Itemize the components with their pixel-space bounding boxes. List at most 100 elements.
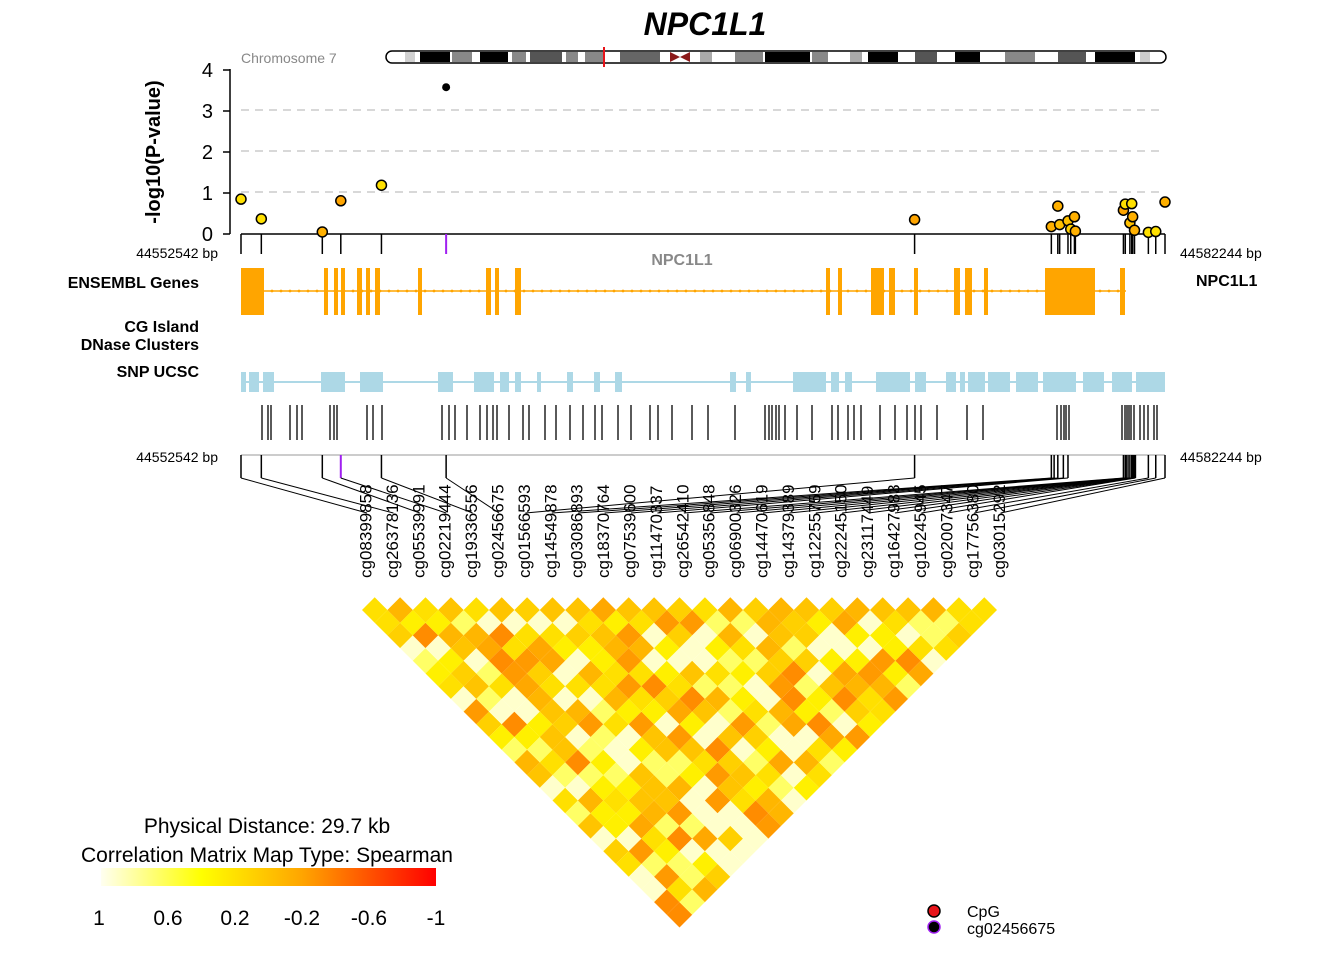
intron-marker xyxy=(405,289,409,293)
heatmap-cell xyxy=(489,724,515,750)
cpg-label: cg14379389 xyxy=(779,484,798,578)
heatmap-cell xyxy=(717,673,743,699)
heatmap-cell xyxy=(717,800,743,826)
heatmap-cell xyxy=(577,762,604,788)
data-point xyxy=(1159,196,1171,208)
exon xyxy=(826,268,830,315)
heatmap-cell xyxy=(768,673,794,699)
snp-position-ticks xyxy=(261,405,1158,440)
intron-marker xyxy=(531,289,535,293)
heatmap-cell xyxy=(552,686,578,712)
heatmap-cell xyxy=(819,673,845,699)
cpg-legend-marker xyxy=(927,904,941,918)
start-bp-label-2: 44552542 bp xyxy=(136,449,218,465)
heatmap-cell xyxy=(844,622,870,649)
cpg-label: cg02219444 xyxy=(436,484,455,578)
ensembl-gene-model xyxy=(241,268,1126,315)
intron-marker xyxy=(774,289,778,293)
heatmap-cell xyxy=(527,610,553,636)
intron-marker xyxy=(738,289,742,293)
heatmap-cell xyxy=(704,610,731,636)
heatmap-diagonal-cell xyxy=(946,597,972,623)
intron-marker xyxy=(522,289,526,293)
heatmap-cell xyxy=(400,610,426,636)
heatmap-cell xyxy=(616,800,642,826)
connector xyxy=(604,477,1058,514)
data-point xyxy=(908,213,921,226)
heatmap-diagonal-cell xyxy=(565,597,591,623)
heatmap-cell xyxy=(768,775,794,801)
color-scale-bar xyxy=(101,868,436,886)
snp-block xyxy=(594,372,600,392)
snp-track xyxy=(241,372,1165,392)
snp-block xyxy=(567,372,573,392)
exon xyxy=(486,268,491,315)
snp-block xyxy=(360,372,383,392)
intron-marker xyxy=(612,289,616,293)
intron-marker xyxy=(477,289,481,293)
heatmap-cell xyxy=(463,673,489,699)
heatmap-diagonal-cell xyxy=(844,597,870,623)
intron-marker xyxy=(369,289,373,293)
heatmap-diagonal-cell xyxy=(743,597,769,623)
heatmap-cell xyxy=(895,622,921,649)
heatmap-cell xyxy=(844,698,870,725)
snp-block xyxy=(915,372,926,392)
heatmap-cell xyxy=(565,800,591,826)
intron-marker xyxy=(450,289,454,293)
heatmap-cell xyxy=(565,648,591,674)
intron-marker xyxy=(1107,289,1111,293)
intron-marker xyxy=(792,289,796,293)
heatmap-cell xyxy=(743,825,769,852)
intron-marker xyxy=(720,289,724,293)
intron-marker xyxy=(711,289,715,293)
exon xyxy=(357,268,362,315)
heatmap-cell xyxy=(539,724,566,750)
heatmap-diagonal-cell xyxy=(412,597,439,623)
exon xyxy=(366,268,370,315)
intron-marker xyxy=(315,289,319,293)
heatmap-cell xyxy=(641,698,667,725)
heatmap-cell xyxy=(527,686,553,712)
cpg-connectors xyxy=(240,455,1166,514)
intron-marker xyxy=(504,289,508,293)
heatmap-cell xyxy=(679,864,705,890)
intron-marker xyxy=(1098,289,1102,293)
heatmap-cell xyxy=(552,635,578,661)
intron-marker xyxy=(819,289,823,293)
intron-marker xyxy=(297,289,301,293)
scale-label: 0.6 xyxy=(153,907,182,930)
heatmap-cell xyxy=(781,686,807,712)
heatmap-cell xyxy=(654,711,680,737)
heatmap-cell xyxy=(565,775,591,801)
heatmap-cell xyxy=(743,749,769,776)
heatmap-cell xyxy=(704,864,731,890)
connector xyxy=(340,477,447,514)
heatmap-cell xyxy=(590,622,616,649)
heatmap-cell xyxy=(438,648,464,674)
heatmap-cell xyxy=(641,800,667,826)
heatmap-diagonal-cell xyxy=(692,597,718,623)
heatmap-cell xyxy=(755,813,782,839)
cg-island-track-label: CG Island xyxy=(124,319,199,336)
y-axis: 0 1 2 3 4 xyxy=(202,60,231,246)
scale-label: -1 xyxy=(427,907,446,930)
heatmap-cell xyxy=(933,610,959,636)
heatmap-cell xyxy=(590,698,616,725)
y-tick-label: 1 xyxy=(202,183,213,205)
heatmap-cell xyxy=(768,698,794,725)
heatmap-cell xyxy=(743,673,769,699)
intron-marker xyxy=(648,289,652,293)
color-scale-labels: 1 0.6 0.2 -0.2 -0.6 -1 xyxy=(93,907,445,930)
y-tick-label: 0 xyxy=(202,224,213,246)
intron-marker xyxy=(864,289,868,293)
heatmap-cell xyxy=(628,610,655,636)
heatmap-cell xyxy=(590,648,616,674)
heatmap-cell xyxy=(692,673,718,699)
data-point xyxy=(1068,211,1081,223)
data-point xyxy=(1052,200,1064,212)
heatmap-diagonal-cell xyxy=(489,597,515,623)
map-type-label: Correlation Matrix Map Type: Spearman xyxy=(81,844,453,867)
heatmap-cell xyxy=(628,838,655,864)
cpg-label: cg14470619 xyxy=(752,484,771,578)
